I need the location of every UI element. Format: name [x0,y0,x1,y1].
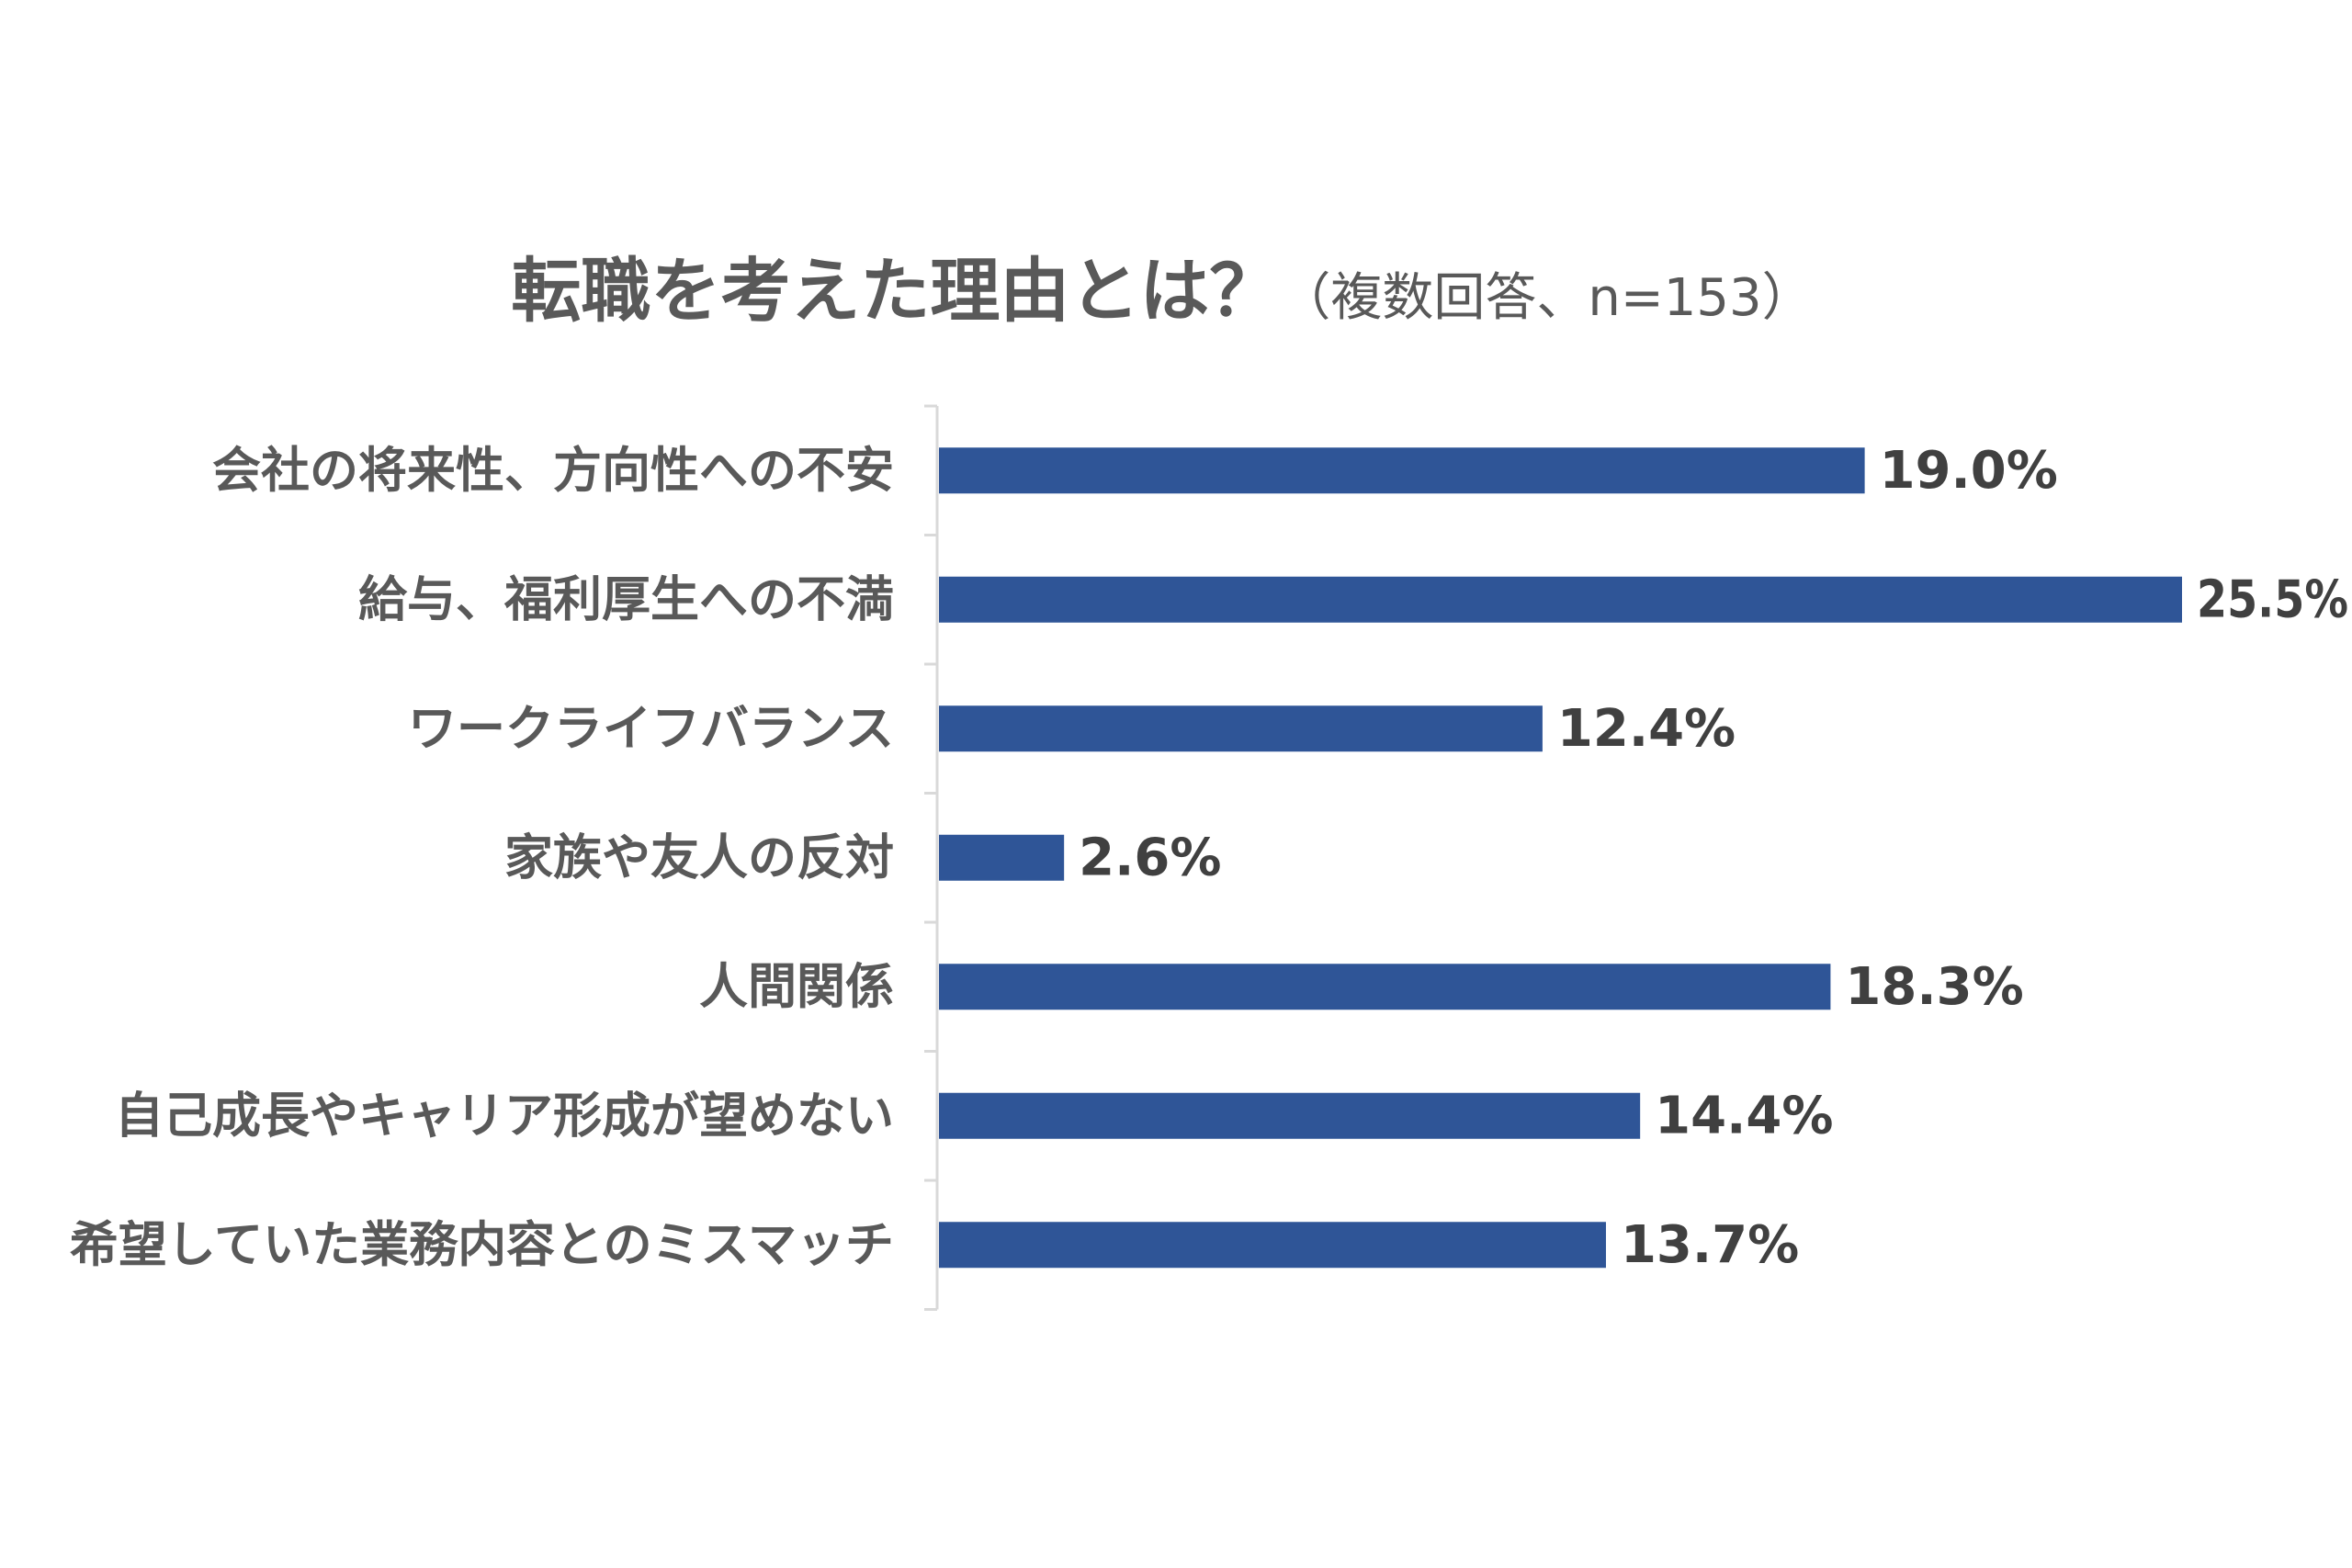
data-label: 13.7% [1621,1215,1799,1275]
bar [939,964,1831,1010]
data-label: 14.4% [1655,1086,1833,1145]
category-label: 人間関係 [699,959,894,1015]
category-axis [924,404,939,1311]
bar-series [939,447,2182,1269]
data-label: 12.4% [1557,699,1736,759]
bar [939,1222,1606,1269]
category-label: ワークライフバランス [408,701,894,757]
value-labels: 19.0% 25.5% 12.4% 2.6% 18.3% 14.4% 13.7% [1079,441,2348,1275]
bar [939,576,2182,623]
chart-title: 転職を考えた理由とは？（複数回答、n=153） [511,250,1813,332]
data-label: 25.5% [2197,570,2348,629]
data-label: 18.3% [1845,957,2023,1017]
data-label: 2.6% [1079,828,1221,887]
bar [939,447,1865,494]
category-label: 自己成長やキャリア形成が望めない [115,1088,894,1144]
category-label: 給与、福利厚生への不満 [358,571,894,627]
bar [939,1092,1641,1139]
category-label: 希望していた業務内容とのミスマッチ [70,1217,894,1273]
category-label: 会社の将来性、方向性への不安 [212,443,894,499]
bar [939,705,1543,752]
category-label: 家族や友人の反対 [504,829,894,886]
category-labels: 会社の将来性、方向性への不安給与、福利厚生への不満ワークライフバランス家族や友人… [70,443,894,1273]
data-label: 19.0% [1880,441,2058,501]
chart-title-main: 転職を考えた理由とは？ [511,250,1279,332]
chart-subtitle: （複数回答、n=153） [1279,268,1813,328]
bar [939,834,1065,881]
